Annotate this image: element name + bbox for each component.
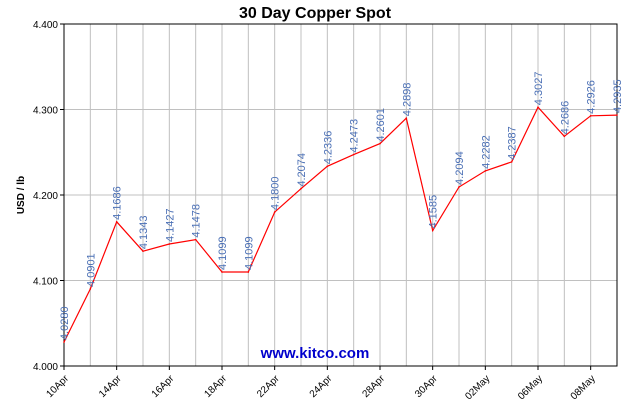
- data-label: 4.2926: [586, 80, 598, 114]
- y-tick-label: 4.100: [33, 277, 58, 288]
- data-label: 4.2336: [322, 131, 334, 165]
- data-point: [379, 142, 381, 145]
- data-label: 4.2898: [401, 83, 413, 117]
- data-label: 4.0280: [59, 306, 71, 340]
- y-tick-label: 4.200: [33, 191, 58, 202]
- data-label: 4.2387: [507, 126, 519, 160]
- data-label: 4.1099: [243, 236, 255, 270]
- data-label: 4.2601: [375, 108, 387, 142]
- data-point: [168, 243, 171, 245]
- data-label: 4.2935: [612, 79, 624, 113]
- watermark: www.kitco.com: [260, 345, 370, 362]
- data-point: [405, 117, 408, 120]
- y-tick-label: 4.300: [33, 106, 58, 117]
- data-label: 4.1800: [270, 176, 282, 210]
- data-point: [484, 170, 487, 172]
- data-label: 4.1686: [112, 186, 124, 220]
- data-label: 4.2473: [349, 119, 361, 153]
- data-label: 4.1427: [164, 208, 176, 242]
- data-label: 4.2074: [296, 153, 308, 187]
- x-tick-label: 08May: [569, 373, 598, 400]
- data-point: [563, 135, 566, 138]
- y-tick-label: 4.000: [33, 362, 58, 373]
- data-point: [431, 229, 434, 232]
- data-point: [537, 106, 539, 108]
- x-tick-label: 18Apr: [202, 373, 229, 400]
- x-tick-label: 16Apr: [150, 373, 177, 400]
- x-tick-label: 30Apr: [413, 373, 440, 400]
- data-point: [326, 165, 329, 168]
- x-axis-ticks: 10Apr 14Apr 16Apr 18Apr 22Apr 24Apr 28Apr 30Apr…: [44, 366, 598, 400]
- data-label: 4.1343: [138, 216, 150, 250]
- y-axis-ticks: 4.000 4.100 4.200 4.300 4.400: [33, 20, 64, 373]
- data-point: [300, 187, 302, 190]
- data-label: 4.1478: [191, 204, 203, 238]
- data-point: [589, 115, 592, 117]
- y-axis-label: USD / lb: [16, 176, 27, 214]
- x-tick-label: 28Apr: [360, 373, 387, 400]
- data-label: 4.0901: [85, 253, 97, 287]
- x-tick-label: 06May: [516, 373, 545, 400]
- data-point: [273, 211, 276, 213]
- x-tick-label: 14Apr: [97, 373, 124, 400]
- data-point: [89, 288, 92, 290]
- data-point: [247, 271, 250, 273]
- data-labels: 4.0280 4.0901 4.1686 4.1343 4.1427 4.1478 4.10…: [59, 72, 624, 341]
- data-point: [352, 153, 355, 156]
- data-label: 4.2686: [559, 101, 571, 135]
- data-point: [63, 341, 65, 343]
- x-tick-label: 24Apr: [308, 373, 335, 400]
- data-point: [616, 114, 618, 116]
- data-label: 4.1099: [217, 236, 229, 270]
- data-point: [221, 271, 223, 273]
- y-tick-label: 4.400: [33, 20, 58, 31]
- x-tick-label: 22Apr: [255, 373, 282, 400]
- data-point: [194, 238, 197, 241]
- series-line: [63, 106, 618, 343]
- gridlines: [64, 24, 617, 366]
- chart-title: 30 Day Copper Spot: [239, 5, 392, 22]
- data-label: 4.2094: [454, 151, 466, 185]
- data-point: [458, 186, 460, 188]
- data-point: [115, 221, 118, 223]
- x-tick-label: 10Apr: [44, 373, 71, 400]
- data-point: [142, 250, 144, 252]
- x-tick-label: 02May: [463, 373, 492, 400]
- price-series: [63, 106, 618, 343]
- data-label: 4.3027: [533, 72, 545, 106]
- data-label: 4.2282: [480, 135, 492, 169]
- data-point: [510, 161, 513, 163]
- data-label: 4.1585: [428, 195, 440, 229]
